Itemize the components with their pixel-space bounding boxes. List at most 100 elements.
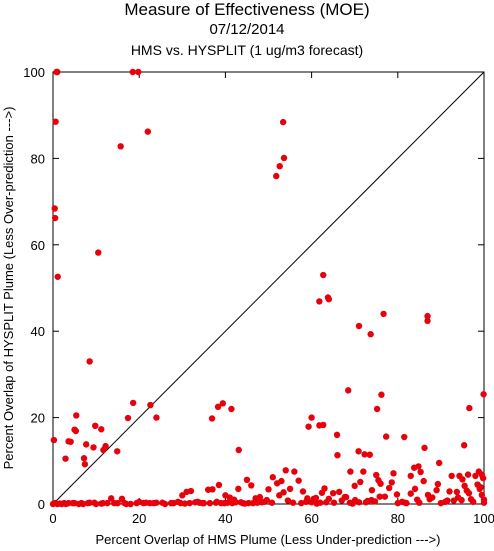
y-tick-label: 80 [31, 151, 45, 166]
data-point [480, 499, 488, 506]
data-point [228, 405, 235, 413]
data-point [150, 499, 158, 507]
data-point [368, 496, 375, 504]
data-point [209, 486, 216, 493]
data-point [187, 487, 195, 495]
data-point [51, 205, 58, 212]
data-point [316, 298, 323, 305]
data-point [407, 490, 414, 497]
data-point [291, 468, 298, 475]
data-point [355, 448, 362, 455]
data-point [313, 500, 320, 507]
data-point [100, 446, 107, 454]
data-point [382, 433, 390, 440]
data-point [472, 472, 479, 480]
data-point [92, 422, 99, 430]
data-point [135, 68, 142, 76]
data-point [466, 404, 473, 412]
data-point [479, 474, 487, 482]
x-tick-label: 20 [132, 511, 146, 526]
data-point [95, 249, 102, 256]
data-point [256, 493, 264, 501]
y-tick-label: 60 [31, 238, 45, 253]
data-point [282, 467, 289, 474]
chart-date: 07/12/2014 [209, 21, 285, 38]
data-point [117, 143, 124, 150]
data-point [459, 476, 466, 483]
data-point [329, 490, 337, 497]
data-point [361, 451, 368, 458]
data-point [378, 391, 385, 398]
data-point [82, 441, 90, 448]
data-point [111, 499, 118, 507]
data-point [124, 414, 132, 422]
data-point [51, 214, 59, 222]
data-point [346, 499, 354, 506]
data-point [243, 476, 251, 484]
x-tick-label: 0 [49, 511, 56, 526]
data-point [377, 480, 384, 487]
plot-frame [52, 71, 485, 505]
x-axis-label: Percent Overlap of HMS Plume (Less Under… [96, 532, 441, 547]
data-point [401, 499, 409, 506]
data-point [84, 499, 92, 507]
data-point [407, 472, 414, 480]
data-point [235, 485, 242, 493]
data-point [278, 477, 285, 485]
data-point [91, 499, 98, 506]
data-point [121, 499, 128, 507]
data-point [335, 488, 343, 496]
data-point [263, 496, 270, 504]
data-point [295, 477, 302, 484]
data-point [373, 405, 381, 413]
data-point [194, 498, 202, 506]
data-point [413, 496, 421, 503]
data-point [56, 500, 64, 507]
data-point [52, 118, 59, 125]
data-point [334, 451, 341, 459]
data-point [417, 468, 424, 476]
data-point [341, 493, 348, 501]
data-point [351, 482, 358, 490]
data-point [144, 128, 152, 135]
data-point [368, 486, 376, 494]
data-point [153, 414, 160, 421]
data-point [308, 414, 315, 421]
data-point [435, 459, 443, 467]
data-point [50, 436, 58, 444]
data-point [357, 478, 364, 486]
data-point [215, 481, 223, 489]
data-point [458, 496, 465, 504]
y-axis-label: Percent Overlap of HYSPLIT Plume (Less O… [1, 107, 16, 470]
data-point [80, 455, 88, 462]
data-point [98, 426, 105, 433]
data-point [424, 317, 431, 325]
data-point [453, 488, 461, 496]
y-tick-label: 100 [23, 65, 45, 80]
data-point [206, 499, 214, 507]
data-point [333, 431, 341, 439]
data-point [179, 492, 186, 499]
data-point [127, 500, 134, 508]
data-point [320, 421, 327, 429]
data-point [279, 118, 287, 126]
data-point [219, 400, 227, 407]
data-point [265, 486, 272, 493]
data-point [54, 68, 61, 76]
chart-subtitle: HMS vs. HYSPLIT (1 ug/m3 forecast) [130, 42, 364, 58]
data-point [107, 495, 115, 502]
data-point [470, 498, 477, 506]
data-point [388, 479, 395, 486]
data-point [426, 496, 433, 503]
data-point [62, 455, 69, 462]
y-tick-label: 20 [31, 411, 45, 426]
data-point [360, 468, 367, 475]
data-point [229, 499, 236, 507]
data-point [385, 484, 393, 492]
data-point [366, 451, 373, 458]
data-point [401, 433, 408, 441]
y-tick-label: 40 [31, 324, 45, 339]
data-point [310, 495, 317, 503]
data-point [415, 463, 422, 470]
data-point [376, 493, 383, 500]
